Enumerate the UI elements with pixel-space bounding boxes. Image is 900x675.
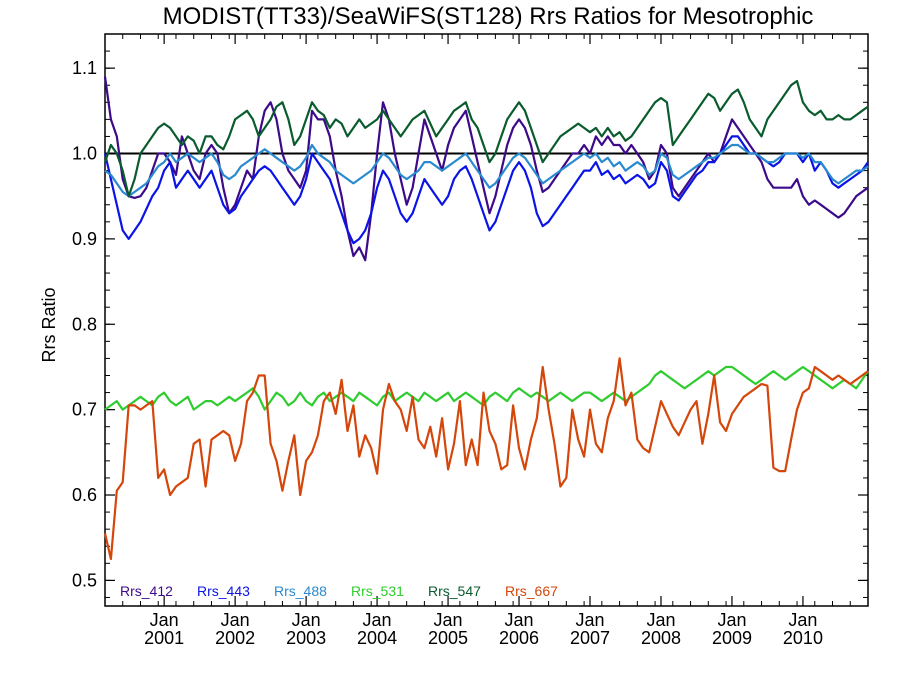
x-tick-label-month: Jan <box>717 610 746 630</box>
x-tick-label-year: 2001 <box>144 628 184 648</box>
legend-label-rrs-667: Rrs_667 <box>505 583 558 599</box>
axis-ticks <box>104 33 869 606</box>
y-tick-label: 0.7 <box>72 400 97 420</box>
y-axis-label: Rrs Ratio <box>39 287 59 362</box>
x-tick-label-year: 2010 <box>783 628 823 648</box>
x-tick-label-month: Jan <box>505 610 534 630</box>
y-tick-label: 0.6 <box>72 485 97 505</box>
series-layer <box>103 76 869 561</box>
y-tick-label: 0.8 <box>72 314 97 334</box>
x-tick-label-year: 2006 <box>499 628 539 648</box>
x-tick-label-month: Jan <box>646 610 675 630</box>
y-tick-labels: 0.5 0.6 0.7 0.8 0.9 1.0 1.1 <box>72 58 97 590</box>
legend-label-rrs-412: Rrs_412 <box>120 583 173 599</box>
legend-label-rrs-547: Rrs_547 <box>428 583 481 599</box>
x-tick-label-month: Jan <box>788 610 817 630</box>
x-tick-label-month: Jan <box>575 610 604 630</box>
legend-label-rrs-443: Rrs_443 <box>197 583 250 599</box>
x-tick-label-month: Jan <box>363 610 392 630</box>
series-line-rrs-443 <box>103 135 869 245</box>
legend-label-rrs-531: Rrs_531 <box>351 583 404 599</box>
series-line-rrs-531 <box>104 365 869 411</box>
x-tick-labels: Jan2001Jan2002Jan2003Jan2004Jan2005Jan20… <box>144 610 823 648</box>
x-tick-label-year: 2002 <box>215 628 255 648</box>
series-line-rrs-412 <box>103 76 869 262</box>
y-tick-label: 0.9 <box>72 229 97 249</box>
plot-frame <box>104 33 869 607</box>
chart-title: MODIST(TT33)/SeaWiFS(ST128) Rrs Ratios f… <box>163 3 814 30</box>
x-tick-label-year: 2007 <box>570 628 610 648</box>
y-tick-label: 1.1 <box>72 58 97 78</box>
series-line-rrs-488 <box>104 143 869 198</box>
x-tick-label-year: 2009 <box>712 628 752 648</box>
x-tick-label-month: Jan <box>292 610 321 630</box>
series-line-rrs-547 <box>103 79 869 198</box>
x-tick-label-year: 2005 <box>428 628 468 648</box>
legend-label-rrs-488: Rrs_488 <box>274 583 327 599</box>
x-tick-label-year: 2004 <box>357 628 397 648</box>
x-tick-label-year: 2008 <box>641 628 681 648</box>
x-tick-label-month: Jan <box>434 610 463 630</box>
y-tick-label: 0.5 <box>72 570 97 590</box>
x-tick-label-year: 2003 <box>286 628 326 648</box>
x-tick-label-month: Jan <box>221 610 250 630</box>
legend: Rrs_412 Rrs_443 Rrs_488 Rrs_531 Rrs_547 Rrs_6… <box>120 583 558 599</box>
series-line-rrs-667 <box>103 357 869 561</box>
x-tick-label-month: Jan <box>150 610 179 630</box>
y-tick-label: 1.0 <box>72 144 97 164</box>
